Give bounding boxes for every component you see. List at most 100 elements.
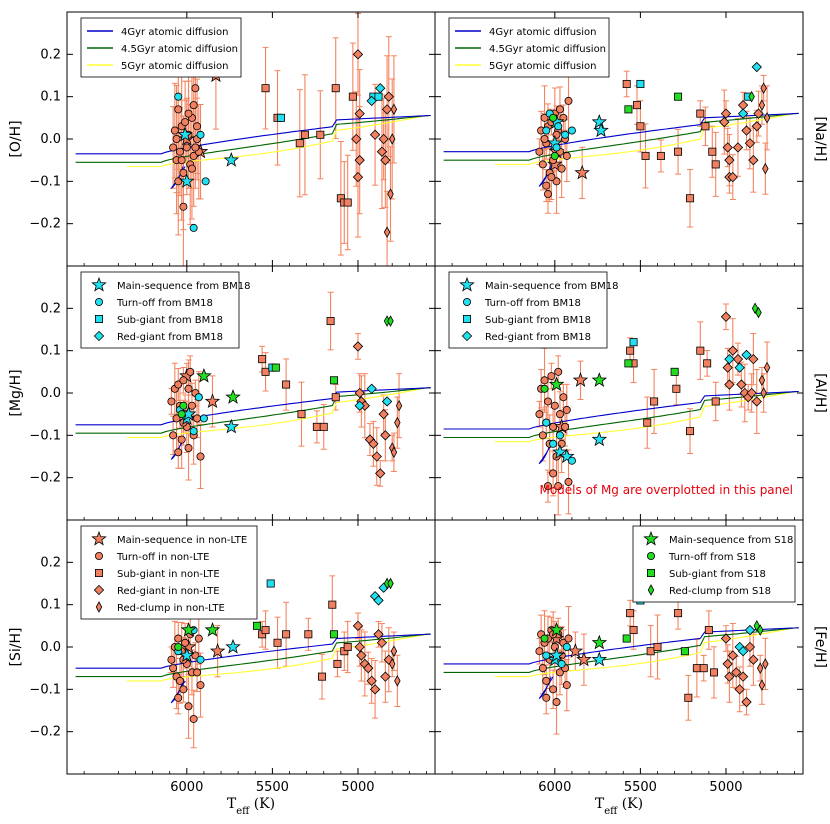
turn-off-in-non-lte-point (562, 681, 571, 690)
sub-giant-in-non-lte-point (684, 693, 693, 702)
x-tick-label: 5000 (709, 780, 742, 795)
turn-off-in-non-lte-point (540, 113, 549, 122)
red-giant-in-non-lte-point (378, 133, 389, 145)
plot-area (443, 596, 799, 735)
red-giant-from-bm18-point (354, 400, 365, 411)
main-sequence-from-bm18-point (223, 418, 240, 434)
y-axis-label: [Na/H] (812, 116, 828, 161)
red-clump-in-non-lte-point (757, 662, 764, 674)
y-tick-label: −0.2 (29, 725, 61, 740)
legend-marker (461, 330, 473, 342)
turn-off-in-non-lte-point (194, 634, 203, 643)
red-giant-from-bm18-point (366, 95, 377, 107)
legend-box (632, 525, 796, 603)
y-tick-label: −0.1 (29, 428, 61, 443)
sub-giant-in-non-lte-point (701, 122, 710, 131)
turn-off-in-non-lte-point (189, 101, 198, 110)
red-clump-in-non-lte-point (760, 82, 767, 95)
main-sequence-from-s18-point (591, 634, 608, 650)
sub-giant-from-bm18-point (374, 92, 383, 101)
red-giant-in-non-lte-point (722, 362, 733, 373)
turn-off-in-non-lte-point (550, 643, 559, 652)
turn-off-in-non-lte-point (191, 143, 200, 152)
legend-label: Main-sequence from BM18 (117, 281, 251, 292)
sub-giant-in-non-lte-point (674, 147, 683, 156)
y-tick-label: 0.0 (40, 386, 61, 401)
red-giant-in-non-lte-point (719, 116, 730, 128)
red-giant-from-bm18-point (366, 383, 377, 394)
legend-box (448, 271, 608, 349)
panel-nah: [Na/H] 4Gyr atomic diffusion 4.5Gyr atomic… (434, 11, 828, 267)
y-tick-label: −0.2 (29, 217, 61, 232)
sub-giant-in-non-lte-point (653, 643, 662, 652)
legend-marker (647, 569, 656, 578)
model-line-4-5gyr (443, 390, 799, 439)
turn-off-in-non-lte-point (538, 664, 547, 673)
sub-giant-in-non-lte-point (686, 427, 695, 436)
legend-label: Red-giant in non-LTE (117, 586, 220, 597)
turn-off-in-non-lte-point (538, 160, 547, 169)
main-sequence-from-bm18-point (223, 152, 240, 167)
red-giant-in-non-lte-point (748, 155, 759, 166)
turn-off-in-non-lte-point (549, 422, 558, 431)
turn-off-in-non-lte-point (196, 452, 205, 461)
sub-giant-in-non-lte-point (312, 422, 321, 431)
turn-off-in-non-lte-point (184, 109, 193, 118)
legend-label: Main-sequence in non-LTE (117, 535, 247, 546)
turn-off-from-bm18-point (196, 130, 205, 139)
red-giant-in-non-lte-point (380, 671, 391, 682)
turn-off-in-non-lte-point (179, 376, 188, 385)
turn-off-in-non-lte-point (535, 147, 544, 156)
sub-giant-in-non-lte-point (261, 626, 270, 635)
sub-giant-in-non-lte-point (297, 410, 306, 419)
red-giant-in-non-lte-point (737, 671, 749, 682)
legend-label: Turn-off from S18 (668, 552, 756, 563)
turn-off-in-non-lte-point (564, 477, 573, 486)
model-line-4gyr (443, 112, 799, 153)
red-giant-in-non-lte-point (356, 650, 367, 661)
turn-off-in-non-lte-point (540, 376, 549, 385)
sub-giant-in-non-lte-point (674, 609, 683, 618)
sub-giant-in-non-lte-point (343, 198, 352, 207)
sub-giant-from-s18-point (271, 363, 280, 372)
sub-giant-from-s18-point (252, 621, 261, 630)
sub-giant-in-non-lte-point (348, 92, 357, 101)
sub-giant-in-non-lte-point (626, 609, 635, 618)
red-giant-in-non-lte-point (748, 353, 759, 365)
red-giant-in-non-lte-point (369, 129, 381, 140)
x-tick-label: 5000 (341, 780, 374, 795)
sub-giant-in-non-lte-point (643, 418, 652, 427)
legend-marker (93, 584, 105, 596)
legend-label: Red-giant from BM18 (485, 332, 591, 343)
red-clump-in-non-lte-point (395, 399, 403, 412)
turn-off-in-non-lte-point (174, 448, 183, 457)
y-tick-label: 0.1 (40, 598, 61, 613)
sub-giant-from-bm18-point (629, 338, 638, 347)
red-giant-in-non-lte-point (368, 438, 379, 449)
turn-off-in-non-lte-point (174, 380, 183, 389)
main-sequence-from-s18-point (591, 372, 608, 387)
turn-off-in-non-lte-point (538, 431, 547, 440)
red-giant-in-non-lte-point (744, 641, 756, 653)
red-clump-from-s18-point (757, 624, 764, 636)
legend-label: Red-clump from S18 (669, 586, 771, 597)
y-axis-label: [O/H] (8, 120, 24, 157)
turn-off-in-non-lte-point (547, 372, 556, 381)
sub-giant-in-non-lte-point (261, 367, 270, 376)
legend-marker (95, 601, 103, 613)
y-axis-label: [Al/H] (812, 373, 828, 413)
sub-giant-in-non-lte-point (709, 668, 718, 677)
legend-marker (647, 552, 656, 561)
sub-giant-in-non-lte-point (331, 84, 340, 93)
red-clump-in-non-lte-point (390, 645, 398, 658)
turn-off-in-non-lte-point (564, 96, 573, 105)
red-giant-from-bm18-point (381, 396, 393, 407)
turn-off-in-non-lte-point (562, 151, 571, 160)
y-tick-label: 0.1 (40, 90, 61, 105)
red-giant-in-non-lte-point (751, 396, 762, 407)
turn-off-from-s18-point (179, 401, 188, 410)
sub-giant-from-s18-point (670, 367, 679, 376)
panel-sih: −0.2 −0.1 0.0 0.1 0.2 6000 5500 5000 [Si/H] Main-… (8, 519, 436, 817)
red-clump-from-s18-point (748, 90, 755, 103)
model-line-5gyr (494, 112, 799, 165)
